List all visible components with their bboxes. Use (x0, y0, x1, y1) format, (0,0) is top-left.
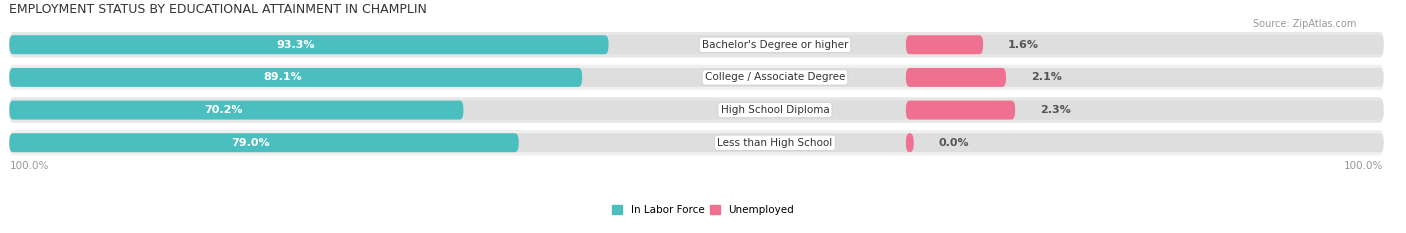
Text: 1.6%: 1.6% (1008, 40, 1039, 50)
Text: 100.0%: 100.0% (10, 161, 49, 171)
FancyBboxPatch shape (10, 65, 1384, 90)
Text: EMPLOYMENT STATUS BY EDUCATIONAL ATTAINMENT IN CHAMPLIN: EMPLOYMENT STATUS BY EDUCATIONAL ATTAINM… (10, 3, 427, 16)
Text: 2.1%: 2.1% (1031, 72, 1062, 82)
FancyBboxPatch shape (10, 68, 582, 87)
FancyBboxPatch shape (905, 68, 1007, 87)
Text: 79.0%: 79.0% (232, 138, 270, 148)
Text: Source: ZipAtlas.com: Source: ZipAtlas.com (1253, 19, 1357, 29)
FancyBboxPatch shape (10, 101, 464, 120)
FancyBboxPatch shape (10, 133, 519, 152)
Text: 93.3%: 93.3% (277, 40, 315, 50)
Legend: In Labor Force, Unemployed: In Labor Force, Unemployed (607, 201, 799, 219)
Text: 0.0%: 0.0% (939, 138, 969, 148)
FancyBboxPatch shape (10, 35, 1384, 54)
Text: High School Diploma: High School Diploma (721, 105, 830, 115)
FancyBboxPatch shape (10, 101, 1384, 120)
Text: 70.2%: 70.2% (204, 105, 243, 115)
FancyBboxPatch shape (10, 68, 1384, 87)
FancyBboxPatch shape (10, 133, 1384, 152)
Text: 100.0%: 100.0% (1344, 161, 1384, 171)
FancyBboxPatch shape (10, 32, 1384, 58)
Text: 2.3%: 2.3% (1040, 105, 1071, 115)
Text: Less than High School: Less than High School (717, 138, 832, 148)
Text: 89.1%: 89.1% (263, 72, 302, 82)
FancyBboxPatch shape (10, 35, 609, 54)
Text: College / Associate Degree: College / Associate Degree (704, 72, 845, 82)
FancyBboxPatch shape (905, 35, 983, 54)
FancyBboxPatch shape (905, 101, 1015, 120)
FancyBboxPatch shape (10, 97, 1384, 123)
FancyBboxPatch shape (905, 133, 914, 152)
FancyBboxPatch shape (10, 130, 1384, 155)
Text: Bachelor's Degree or higher: Bachelor's Degree or higher (702, 40, 848, 50)
